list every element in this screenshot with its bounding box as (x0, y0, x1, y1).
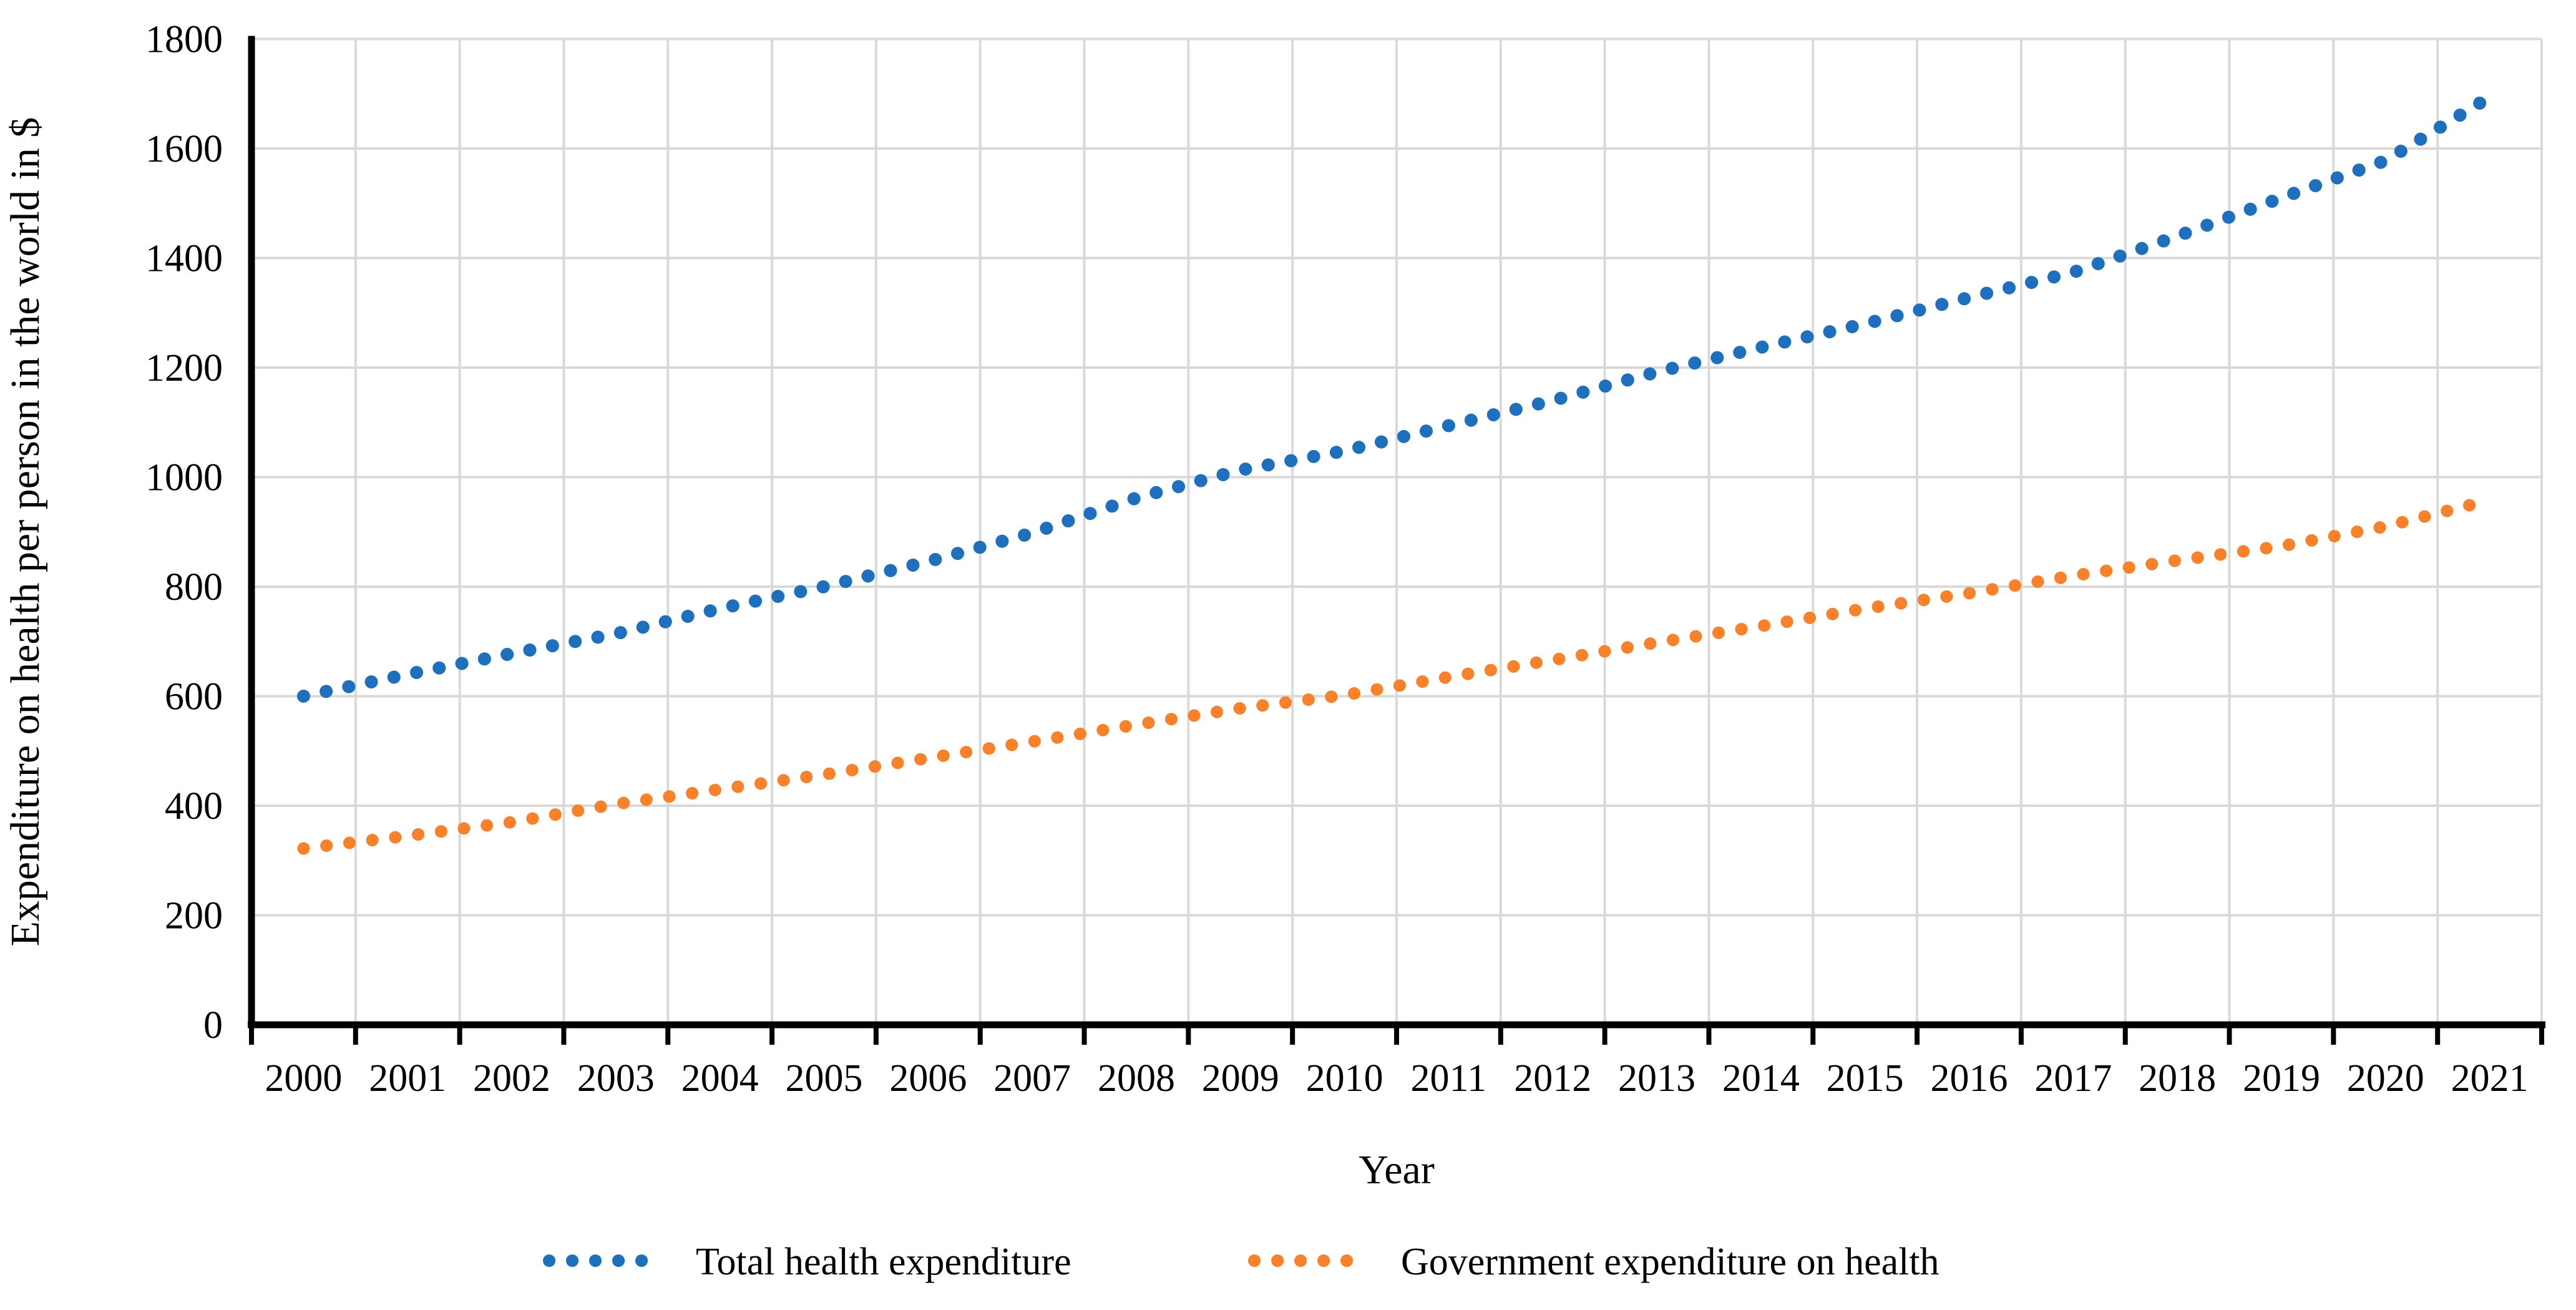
x-tick-label: 2010 (1306, 1057, 1383, 1100)
y-tick-label: 1600 (145, 128, 223, 170)
series-dotted-line-government (297, 494, 2496, 855)
x-tick-label: 2001 (369, 1057, 446, 1100)
x-tick-label: 2020 (2347, 1057, 2424, 1100)
y-tick-label: 400 (165, 785, 223, 828)
y-tick-label: 1200 (145, 347, 223, 389)
legend-item-government: Government expenditure on health (1248, 1241, 1939, 1283)
x-tick-label: 2003 (577, 1057, 655, 1100)
axes (248, 36, 2545, 1045)
y-tick-label: 200 (165, 895, 223, 937)
x-axis-title: Year (1359, 1147, 1435, 1193)
legend-label-total: Total health expenditure (696, 1241, 1071, 1283)
y-tick-label: 600 (165, 676, 223, 718)
x-tick-label: 2008 (1098, 1057, 1175, 1100)
x-tick-label: 2019 (2243, 1057, 2320, 1100)
x-tick-label: 2012 (1514, 1057, 1591, 1100)
legend-item-total: Total health expenditure (543, 1241, 1071, 1283)
y-tick-label: 1000 (145, 457, 223, 499)
y-axis-title: Expenditure on health per person in the … (2, 117, 48, 947)
x-tick-label: 2014 (1722, 1057, 1800, 1100)
y-tick-label: 0 (203, 1004, 223, 1047)
x-tick-label: 2004 (681, 1057, 759, 1100)
y-tick-label: 1400 (145, 238, 223, 280)
tick-labels: 0 200 400 600 800 1000 1200 1400 1600 1800 2000 200… (145, 19, 2529, 1100)
series-dotted-line-total (296, 90, 2497, 703)
x-tick-label: 2009 (1202, 1057, 1279, 1100)
x-tick-label: 2007 (993, 1057, 1071, 1100)
x-tick-label: 2015 (1827, 1057, 1904, 1100)
x-tick-label: 2017 (2034, 1057, 2112, 1100)
y-tick-label: 800 (165, 566, 223, 609)
x-tick-label: 2013 (1618, 1057, 1695, 1100)
gridlines (251, 37, 2543, 1025)
legend: Total health expenditure Government expe… (543, 1241, 1939, 1283)
x-tick-label: 2018 (2139, 1057, 2216, 1100)
x-tick-label: 2000 (265, 1057, 342, 1100)
x-tick-label: 2016 (1931, 1057, 2008, 1100)
x-tick-label: 2011 (1411, 1057, 1487, 1100)
x-tick-label: 2005 (786, 1057, 863, 1100)
x-tick-label: 2002 (473, 1057, 550, 1100)
legend-label-government: Government expenditure on health (1401, 1241, 1939, 1283)
y-tick-label: 1800 (145, 19, 223, 61)
x-tick-label: 2006 (889, 1057, 967, 1100)
x-tick-label: 2021 (2451, 1057, 2529, 1100)
data-series (296, 90, 2497, 855)
